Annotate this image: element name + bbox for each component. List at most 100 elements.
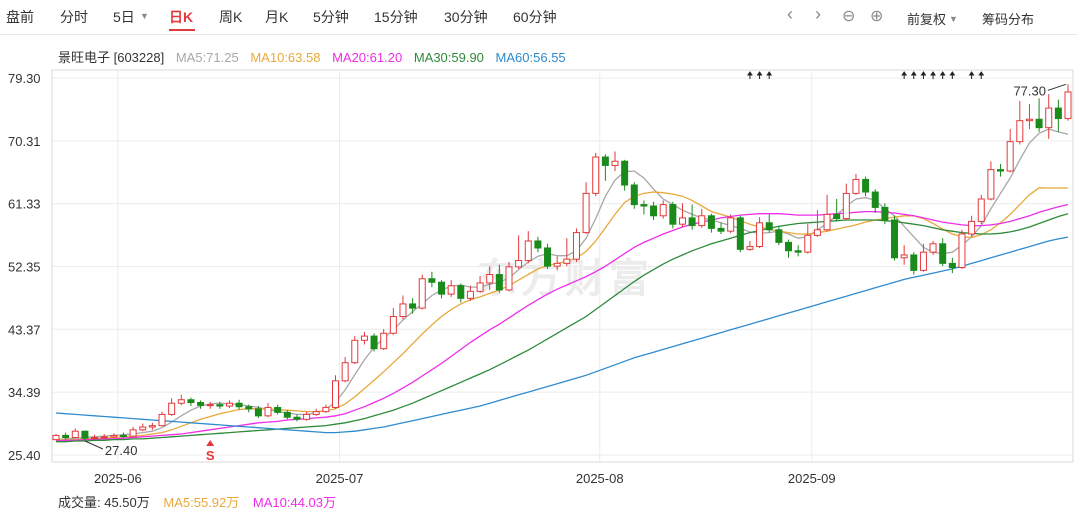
candle (804, 224, 812, 254)
candle-body (582, 192, 590, 234)
tab-2[interactable]: 5日 (113, 9, 135, 25)
candle (216, 401, 224, 409)
x-tick-label: 2025-08 (576, 471, 624, 486)
candle (611, 151, 619, 172)
candle-body (139, 426, 147, 431)
candle (380, 329, 388, 351)
candle (495, 264, 503, 293)
y-tick-label: 43.37 (8, 322, 41, 337)
tab-5[interactable]: 月K (265, 9, 289, 25)
adjust-label: 前复权 (907, 12, 947, 27)
tab-3[interactable]: 日K (169, 9, 194, 25)
candle (698, 208, 706, 228)
candle-body (813, 229, 821, 236)
candle-body (997, 169, 1005, 172)
chevron-left-icon[interactable]: ‹ (787, 4, 793, 24)
tab-1[interactable]: 分时 (60, 9, 88, 25)
candle (997, 164, 1005, 177)
candle (1016, 101, 1024, 145)
chevron-down-icon: ▼ (949, 14, 958, 24)
candle (264, 403, 272, 418)
adjust-dropdown[interactable]: 前复权 ▼ (907, 9, 958, 28)
candle (534, 236, 542, 253)
candle-body (717, 227, 725, 232)
candle (52, 434, 60, 441)
candle (274, 404, 282, 415)
candle (303, 411, 311, 421)
zoom-in-icon[interactable]: ⊕ (870, 8, 884, 25)
candle-body (293, 416, 301, 420)
candle (891, 215, 899, 261)
candle (939, 238, 947, 267)
candle (862, 176, 870, 197)
chip-distribution-button[interactable]: 筹码分布 (982, 12, 1035, 27)
candle-body (891, 219, 899, 259)
x-tick-label: 2025-06 (94, 471, 142, 486)
candle-body (698, 215, 706, 227)
tab-7[interactable]: 15分钟 (374, 9, 418, 25)
candle (119, 432, 127, 438)
candle-body (1035, 118, 1043, 129)
candle-body (322, 406, 330, 413)
chevron-down-icon: ▼ (140, 11, 149, 21)
candle-body (910, 254, 918, 271)
candle (833, 199, 841, 222)
candle-body (1045, 107, 1053, 129)
candle-body (62, 434, 70, 439)
event-marker-icon (968, 71, 975, 79)
candle-body (852, 178, 860, 194)
candle-body (977, 198, 985, 222)
candle-body (987, 169, 995, 200)
candle-body (756, 222, 764, 248)
candle-body (399, 303, 407, 318)
candle-body (601, 156, 609, 166)
ma60-label: MA60:56.55 (495, 50, 566, 65)
candle-body (389, 316, 397, 334)
candle (293, 414, 301, 422)
candle-body (1064, 91, 1072, 120)
candle (881, 203, 889, 225)
event-marker-icon (910, 71, 917, 79)
candle-body (900, 254, 908, 259)
candle-body (91, 437, 99, 440)
candle (1035, 98, 1043, 132)
candle (775, 226, 783, 246)
tab-8[interactable]: 30分钟 (444, 9, 488, 25)
zoom-out-icon[interactable]: ⊖ (842, 8, 856, 25)
tab-4[interactable]: 周K (219, 9, 243, 25)
candle (332, 375, 340, 409)
candle-body (736, 217, 744, 250)
tab-0[interactable]: 盘前 (6, 9, 34, 25)
candle-body (264, 406, 272, 417)
candle (245, 404, 253, 413)
candle-body (274, 406, 282, 413)
candle-body (823, 213, 831, 231)
tab-9[interactable]: 60分钟 (513, 9, 557, 25)
candle-body (621, 160, 629, 186)
candle-body (254, 408, 262, 417)
event-marker-icon (978, 71, 985, 79)
x-tick-label: 2025-09 (788, 471, 836, 486)
candle (669, 201, 677, 229)
candle (322, 404, 330, 414)
candle (727, 214, 735, 234)
candle (139, 423, 147, 432)
candle (1064, 84, 1072, 121)
candle-body (919, 251, 927, 271)
y-tick-label: 79.30 (8, 71, 41, 86)
candle (312, 408, 320, 416)
tab-6[interactable]: 5分钟 (313, 9, 349, 25)
candle-body (611, 160, 619, 166)
ma20-label: MA20:61.20 (332, 50, 403, 65)
high-label: 77.30 (1013, 83, 1046, 98)
candle (621, 159, 629, 191)
chevron-right-icon[interactable]: › (815, 4, 821, 24)
event-marker-icon (901, 71, 908, 79)
candle (235, 399, 243, 410)
candle (572, 228, 580, 262)
candle (158, 411, 166, 427)
candle-body (929, 243, 937, 253)
candle-body (447, 285, 455, 295)
candle-body (640, 204, 648, 207)
